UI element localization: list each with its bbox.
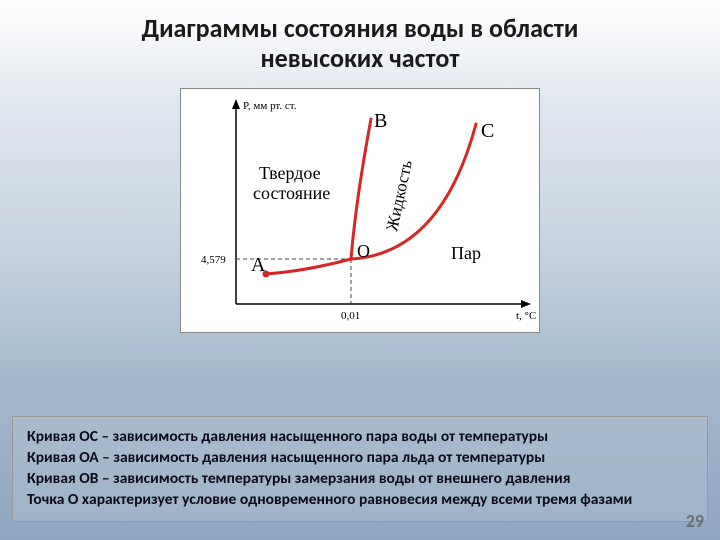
legend-line-3: Кривая ОВ – зависимость температуры заме… (27, 469, 693, 490)
label-A: A (251, 254, 266, 276)
legend-line-1: Кривая ОС – зависимость давления насыщен… (27, 427, 693, 448)
label-B: B (374, 110, 387, 132)
phase-diagram-chart: P, мм рт. ст. t, °C 4,579 0,01 B C A O Т… (180, 88, 540, 333)
region-solid-2: состояние (253, 183, 330, 203)
region-liquid: Жидкость (382, 158, 416, 233)
slide-title: Диаграммы состояния воды в области невыс… (0, 0, 720, 80)
x-axis-label: t, °C (516, 310, 536, 322)
y-tick-label: 4,579 (201, 254, 226, 266)
y-axis-arrow (232, 99, 240, 109)
region-vapor: Пар (451, 243, 481, 263)
legend-line-2: Кривая ОА – зависимость давления насыщен… (27, 448, 693, 469)
x-axis-arrow (521, 300, 531, 308)
curve-OA (266, 259, 351, 274)
title-line-2: невысоких частот (260, 42, 459, 74)
curve-OC (351, 124, 476, 259)
legend-box: Кривая ОС – зависимость давления насыщен… (12, 416, 708, 522)
title-line-1: Диаграммы состояния воды в области (142, 12, 579, 44)
legend-line-4: Точка О характеризует условие одновремен… (27, 490, 693, 511)
y-axis-label: P, мм рт. ст. (243, 100, 297, 112)
region-solid-1: Твердое (259, 163, 321, 183)
curve-OB (351, 119, 371, 259)
chart-svg: P, мм рт. ст. t, °C 4,579 0,01 B C A O Т… (181, 89, 541, 334)
x-tick-label: 0,01 (341, 310, 360, 322)
page-number: 29 (686, 510, 704, 532)
label-O: O (357, 241, 370, 261)
label-C: C (481, 120, 494, 142)
